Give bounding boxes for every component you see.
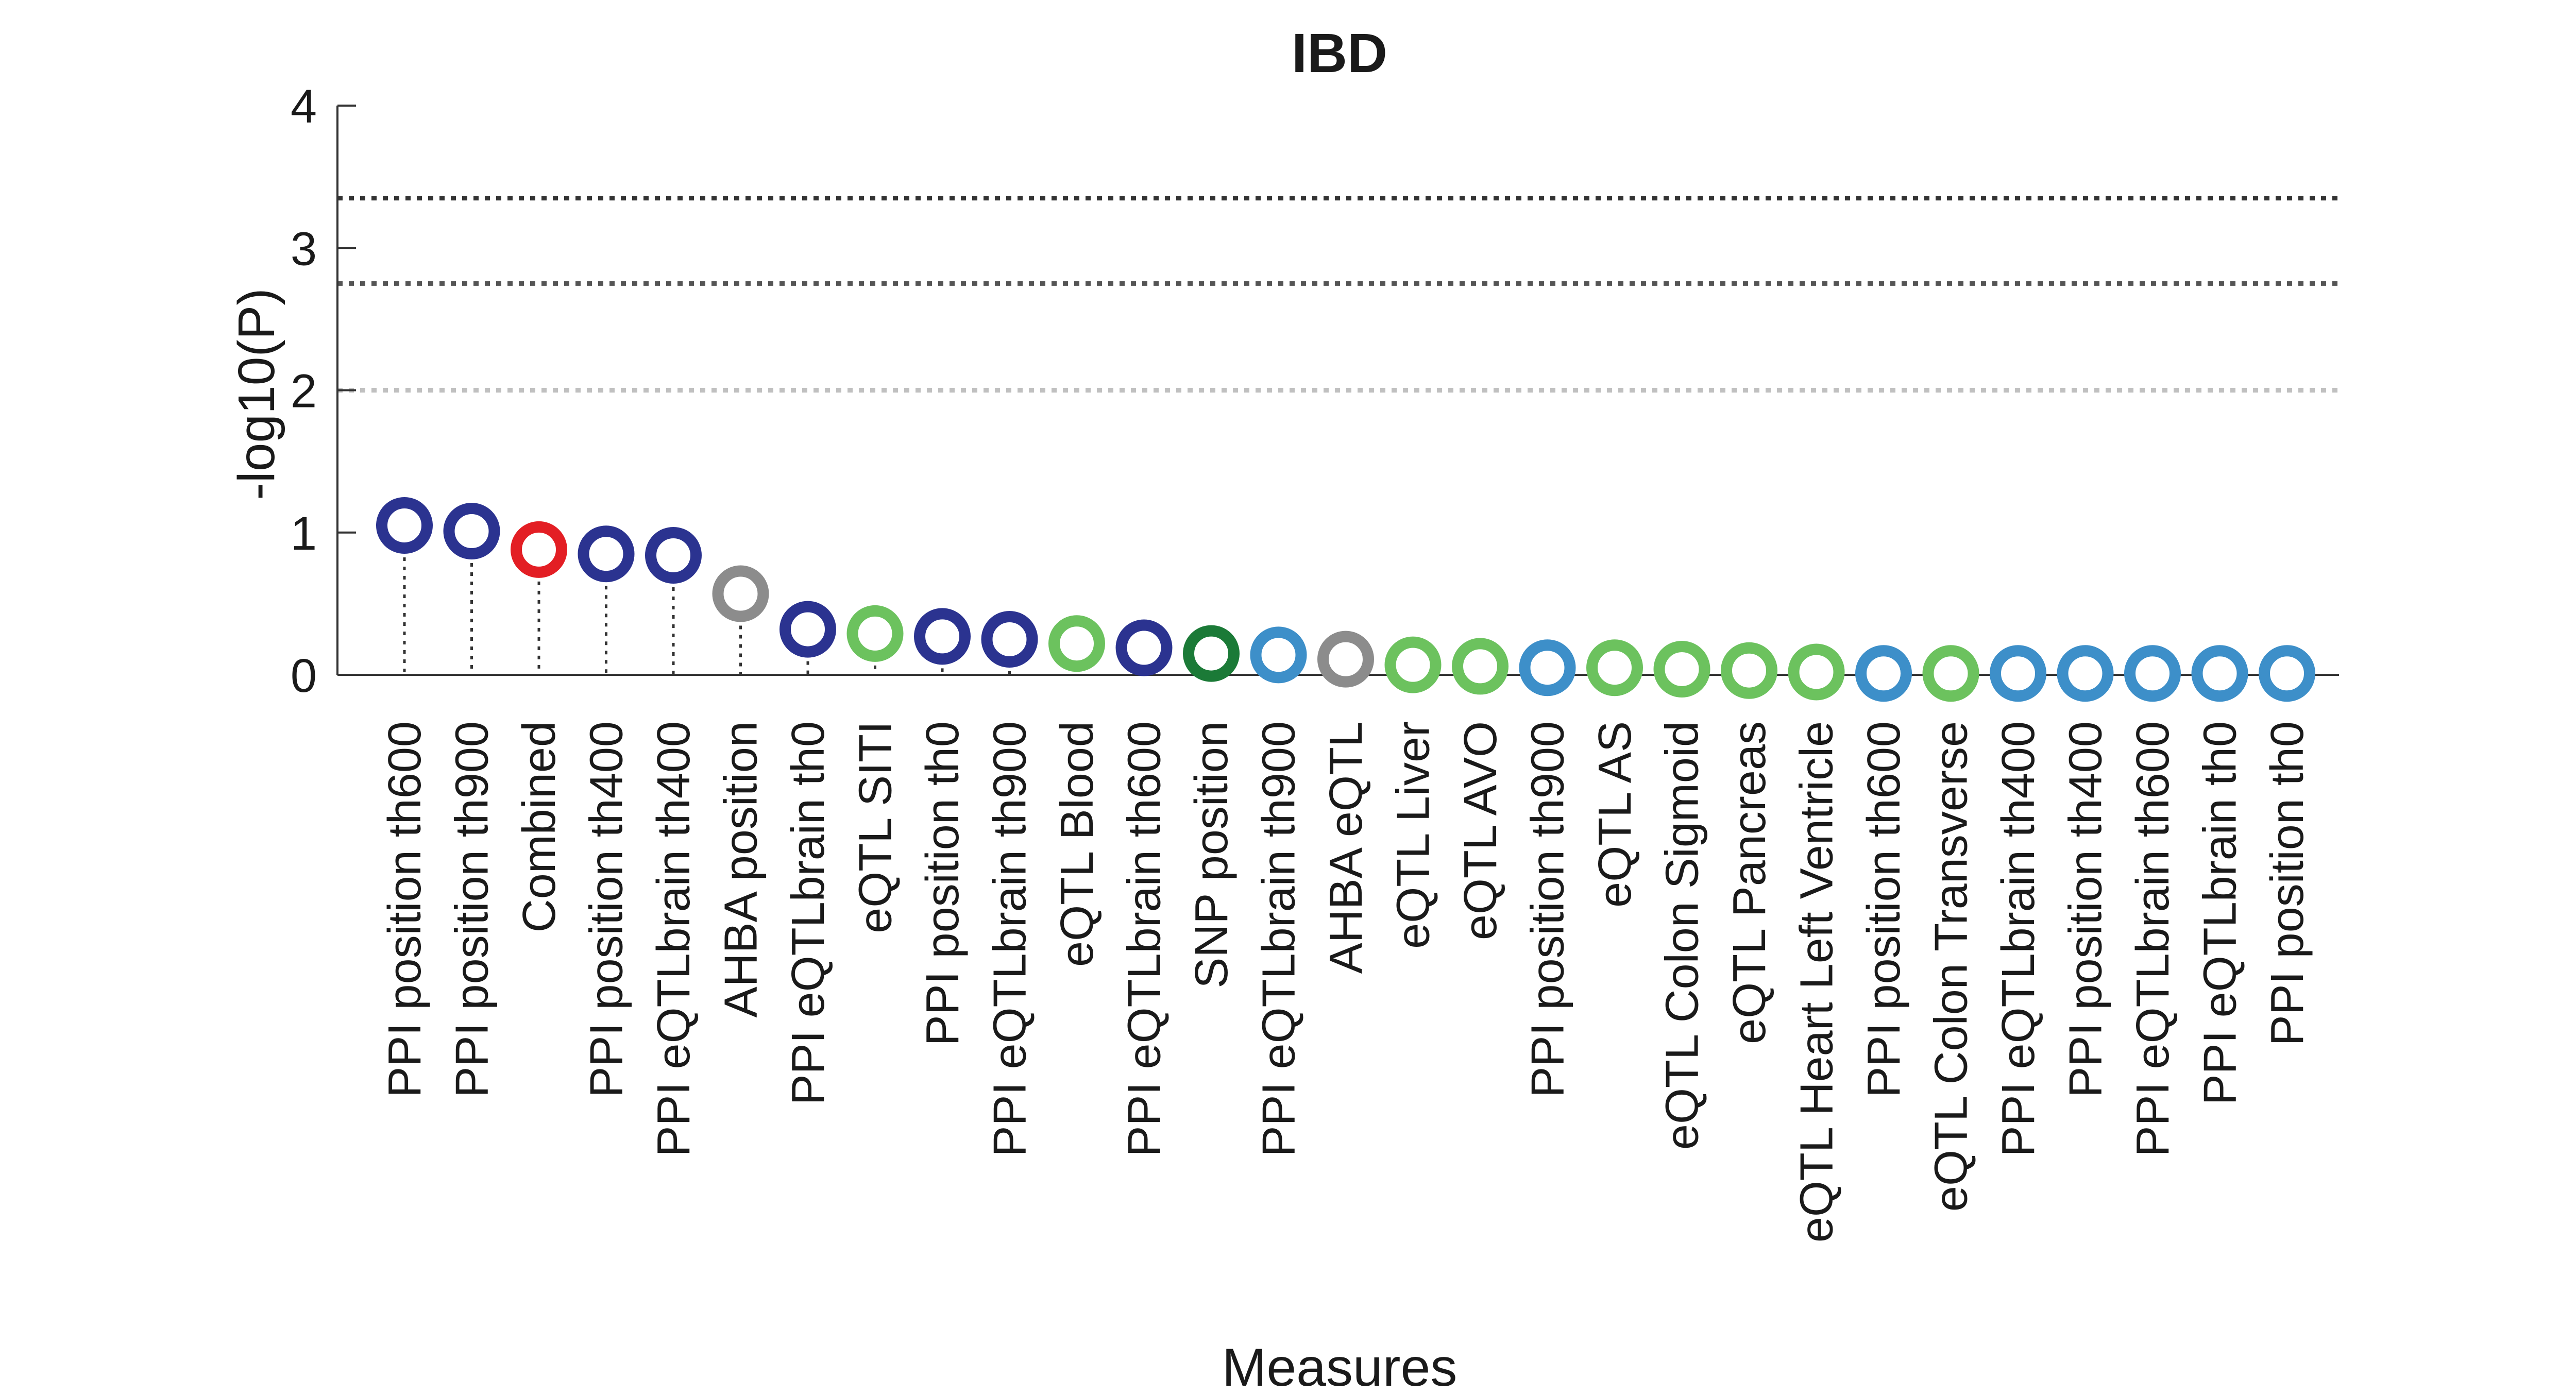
data-point [1990,645,2046,702]
data-point [2191,645,2248,702]
data-point [511,521,567,578]
y-tick-label: 0 [291,650,317,702]
data-point [2057,645,2114,702]
x-tick-label: eQTL SITI [850,721,902,933]
y-tick-label: 4 [291,80,317,133]
y-axis-label: -log10(P) [228,288,285,500]
x-tick-label: PPI position th400 [2060,721,2112,1098]
x-tick-label: PPI position th0 [917,721,969,1046]
x-tick-label: PPI position th600 [1858,721,1910,1098]
x-tick-label: eQTL Pancreas [1724,721,1775,1044]
x-tick-labels: PPI position th600 PPI position th900 Comb… [379,721,2313,1243]
x-tick-label: PPI eQTLbrain th900 [985,721,1036,1157]
data-point [1183,625,1240,682]
x-tick-label: PPI eQTLbrain th600 [2127,721,2179,1157]
x-tick-label: PPI eQTLbrain th400 [1993,721,2044,1157]
x-tick-label: eQTL AS [1589,721,1641,908]
data-point [779,601,836,658]
x-tick-label: eQTL AVO [1455,721,1506,940]
data-point [1384,636,1442,693]
data-point [981,610,1038,668]
x-tick-label: PPI eQTLbrain th0 [2195,721,2246,1105]
data-point [376,497,433,554]
data-point [1788,643,1845,701]
chart-title: IBD [1292,22,1387,84]
data-point [1317,631,1374,688]
x-axis-label: Measures [1222,1338,1458,1395]
x-tick-label: eQTL Colon Sigmoid [1657,721,1708,1150]
y-tick-label: 3 [291,223,317,275]
x-tick-label: eQTL Liver [1388,721,1439,949]
x-tick-label: PPI eQTLbrain th900 [1253,721,1305,1157]
data-point [1721,642,1777,699]
x-tick-label: PPI position th900 [1522,721,1574,1098]
data-point [443,502,500,559]
data-point [1586,639,1643,696]
x-tick-label: eQTL Heart Left Ventricle [1791,721,1843,1243]
data-point [645,526,702,584]
data-point [1855,645,1912,702]
x-tick-label: AHBA position [716,721,767,1017]
data-point [2259,645,2315,702]
markers [376,497,2315,702]
x-tick-label: PPI eQTLbrain th0 [783,721,834,1105]
y-tick-label: 2 [291,365,317,418]
data-point [1452,638,1509,695]
data-point [1115,619,1173,676]
data-point [578,525,635,583]
x-tick-label: PPI eQTLbrain th400 [648,721,700,1157]
data-point [2124,645,2181,702]
data-point [1250,626,1307,684]
y-ticks: 0 1 2 3 4 [291,80,356,702]
x-tick-label: SNP position [1186,721,1238,989]
stems [403,548,1145,675]
data-point [712,565,769,622]
data-point [1922,645,1979,702]
x-tick-label: PPI position th600 [379,721,431,1098]
x-tick-label: eQTL Colon Transverse [1926,721,1977,1212]
data-point [914,608,971,665]
x-tick-label: eQTL Blood [1052,721,1103,967]
y-tick-label: 1 [291,507,317,560]
data-point [1048,615,1105,672]
x-tick-label: PPI eQTLbrain th600 [1119,721,1171,1157]
x-tick-label: PPI position th400 [581,721,633,1098]
data-point [1519,639,1576,696]
threshold-lines [337,196,2339,393]
x-tick-label: AHBA eQTL [1320,721,1372,974]
x-tick-label: PPI position th900 [447,721,498,1098]
data-point [1653,640,1710,698]
x-tick-label: Combined [514,721,565,932]
data-point [846,605,904,662]
x-tick-label: PPI position th0 [2262,721,2313,1046]
